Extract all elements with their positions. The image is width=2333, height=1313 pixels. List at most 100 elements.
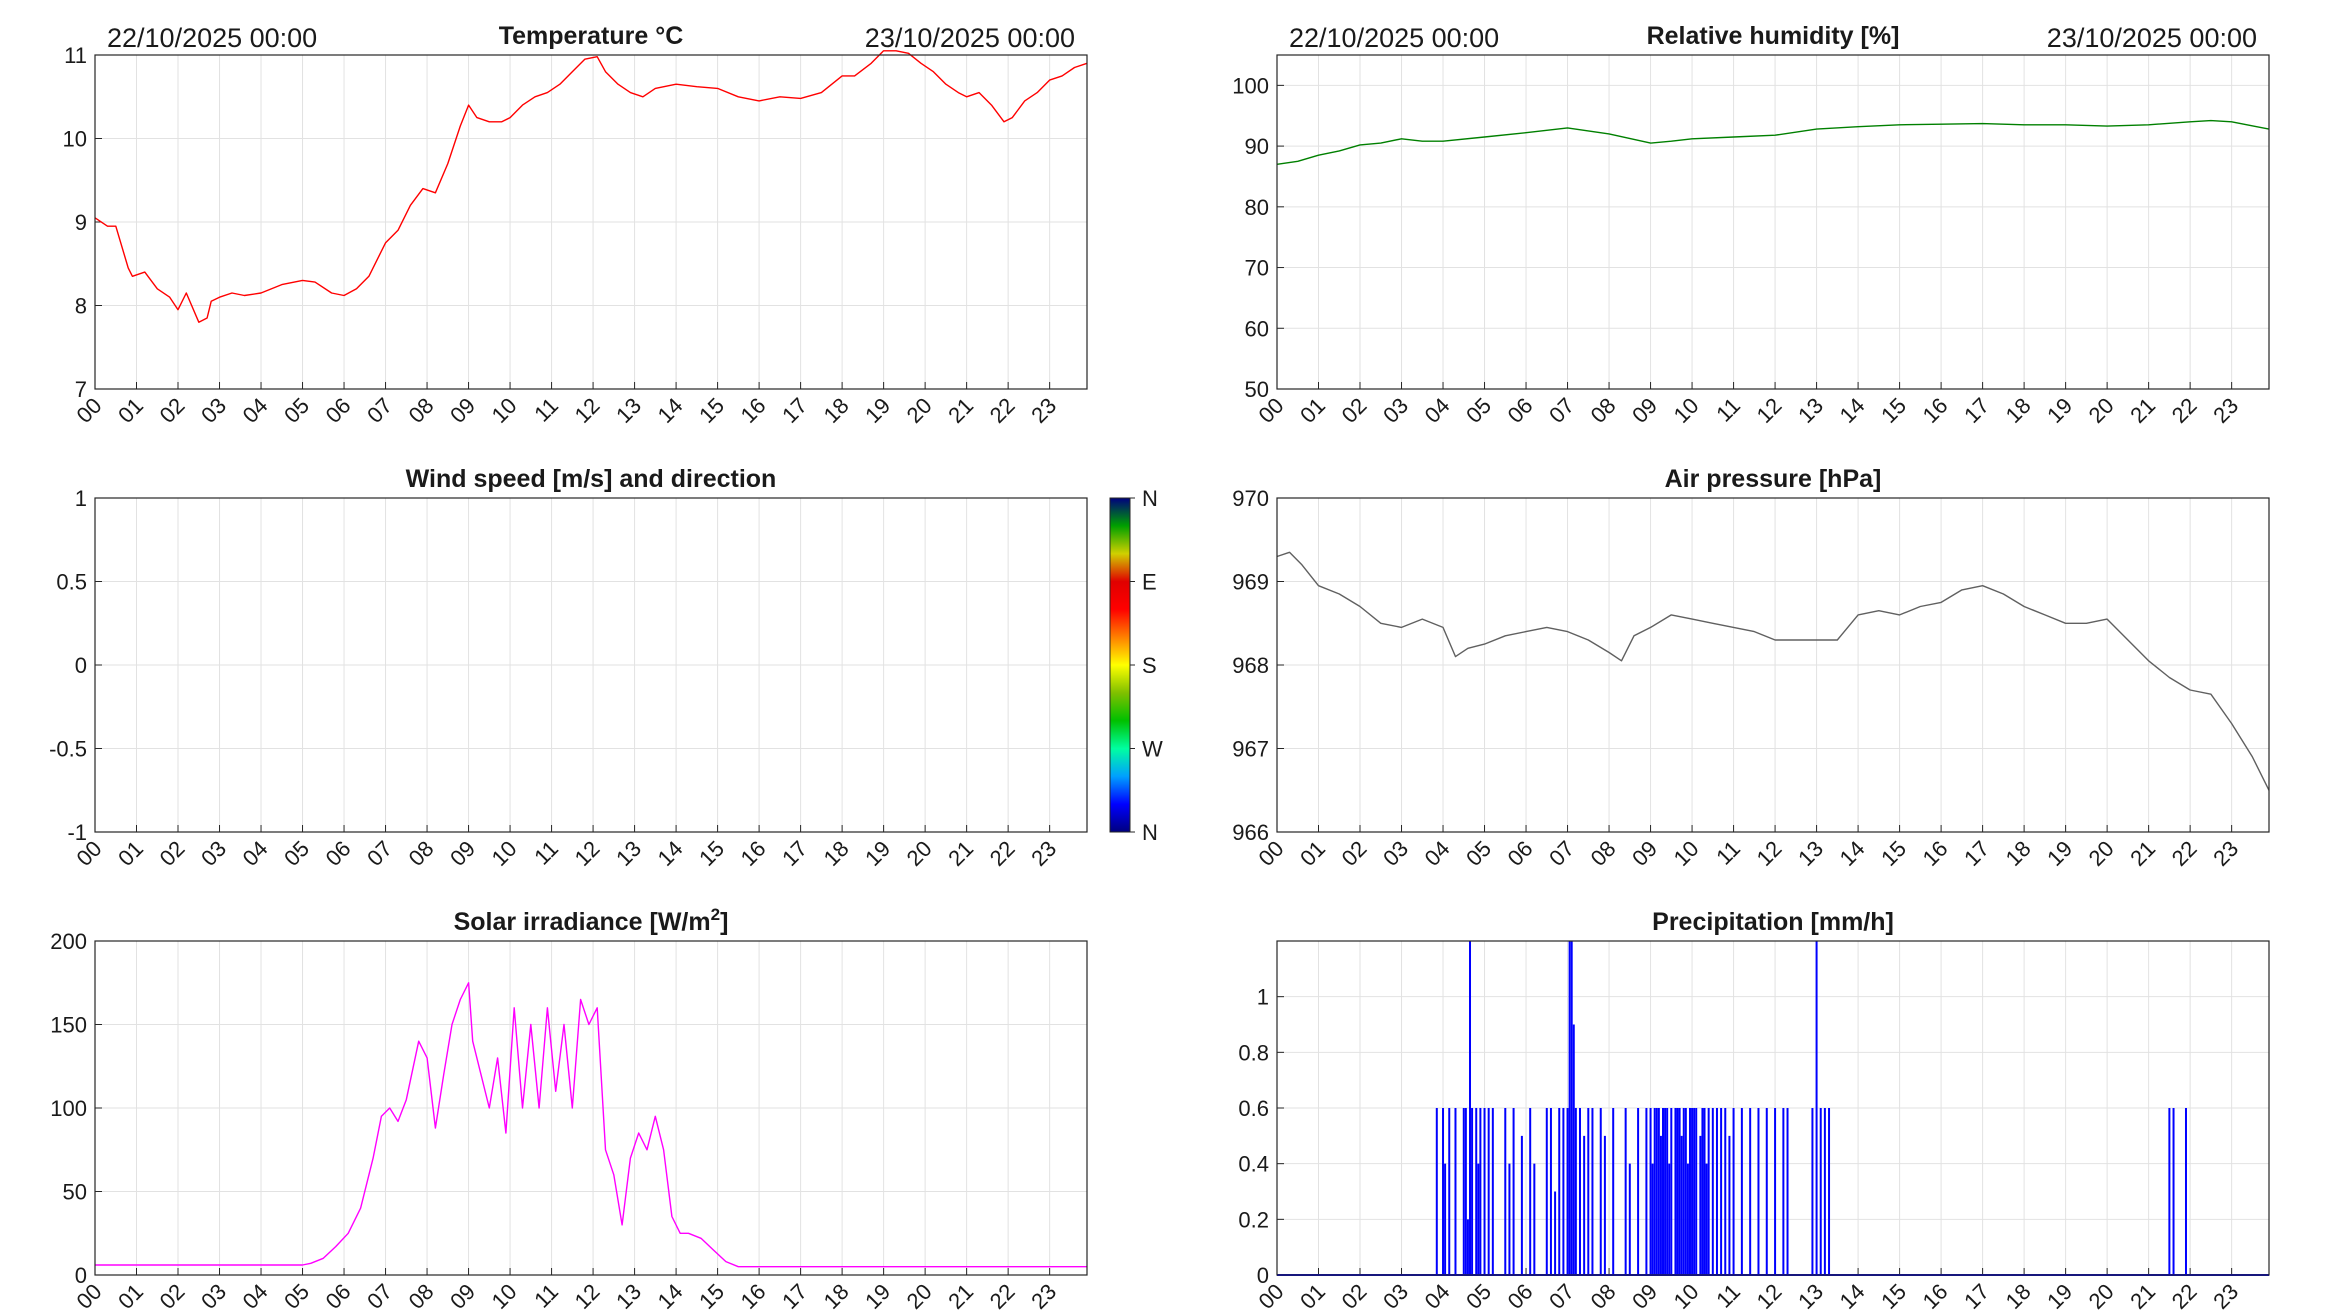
x-tick-label: 18 xyxy=(819,1279,854,1313)
x-tick-label: 18 xyxy=(819,836,854,871)
precipitation-axes-frame xyxy=(1276,940,2270,1276)
x-tick-label: 04 xyxy=(238,393,273,428)
x-tick-label: 07 xyxy=(1544,393,1579,428)
x-tick-label: 17 xyxy=(777,1279,812,1313)
x-tick-label: 16 xyxy=(736,836,771,871)
x-tick-label: 04 xyxy=(1420,393,1455,428)
temperature-date-end: 23/10/2025 00:00 xyxy=(865,23,1075,53)
x-tick-label: 01 xyxy=(113,393,148,428)
x-tick-label: 13 xyxy=(1793,393,1828,428)
x-tick-label: 06 xyxy=(1503,836,1538,871)
x-tick-label: 08 xyxy=(404,836,439,871)
y-tick-label: 90 xyxy=(1245,134,1269,159)
title-end: ] xyxy=(720,908,728,936)
humidity-series-line xyxy=(1276,119,2270,165)
x-tick-label: 16 xyxy=(1918,836,1953,871)
x-tick-label: 11 xyxy=(1711,1279,1745,1313)
x-tick-label: 07 xyxy=(1544,1279,1579,1313)
x-tick-label: 02 xyxy=(1337,836,1372,871)
x-tick-label: 04 xyxy=(238,836,273,871)
x-tick-label: 03 xyxy=(196,836,231,871)
y-tick-label: 0 xyxy=(75,1263,87,1288)
x-tick-label: 11 xyxy=(1711,393,1745,427)
humidity-date-start: 22/10/2025 00:00 xyxy=(1289,23,1499,53)
x-tick-label: 20 xyxy=(2084,1279,2119,1313)
x-tick-label: 06 xyxy=(1503,1279,1538,1313)
x-tick-label: 10 xyxy=(1669,1279,1704,1313)
wind-title: Wind speed [m/s] and direction xyxy=(406,465,777,493)
x-tick-label: 23 xyxy=(2208,1279,2243,1313)
x-tick-label: 14 xyxy=(653,836,688,871)
x-tick-label: 06 xyxy=(321,1279,356,1313)
x-tick-label: 22 xyxy=(2167,1279,2202,1313)
y-tick-label: 970 xyxy=(1232,486,1269,511)
y-tick-label: 50 xyxy=(1245,377,1269,402)
solar-series-line xyxy=(95,982,1087,1268)
y-tick-label: 967 xyxy=(1232,737,1269,762)
x-tick-label: 02 xyxy=(155,393,190,428)
x-tick-label: 11 xyxy=(1711,836,1745,870)
pressure-series-line xyxy=(1276,551,2270,791)
x-tick-label: 10 xyxy=(1669,836,1704,871)
x-tick-label: 22 xyxy=(985,836,1020,871)
x-tick-label: 13 xyxy=(1793,1279,1828,1313)
x-tick-label: 03 xyxy=(1378,836,1413,871)
y-tick-label: 150 xyxy=(50,1013,87,1038)
x-tick-label: 03 xyxy=(196,1279,231,1313)
x-tick-label: 13 xyxy=(611,836,646,871)
temperature-series-line xyxy=(94,50,1088,323)
x-tick-label: 17 xyxy=(1959,393,1994,428)
x-tick-label: 12 xyxy=(1752,393,1787,428)
humidity-title: Relative humidity [%] xyxy=(1647,22,1900,50)
x-tick-label: 12 xyxy=(570,1279,605,1313)
x-tick-label: 08 xyxy=(404,393,439,428)
x-tick-label: 03 xyxy=(1378,393,1413,428)
x-tick-label: 21 xyxy=(943,1279,978,1313)
colorbar-label: N xyxy=(1142,820,1158,845)
x-tick-label: 11 xyxy=(529,836,563,870)
x-tick-label: 05 xyxy=(279,1279,314,1313)
x-tick-label: 19 xyxy=(2042,836,2077,871)
pressure-title: Air pressure [hPa] xyxy=(1665,465,1882,493)
x-tick-label: 19 xyxy=(860,393,895,428)
x-tick-label: 01 xyxy=(1295,393,1330,428)
x-tick-label: 05 xyxy=(1461,393,1496,428)
x-tick-label: 09 xyxy=(445,393,480,428)
humidity-chart: 00 01 02 03 04 05 06 07 08 09 10 11 12 13 14 15 16 17 18 19… xyxy=(1232,22,2270,428)
x-tick-label: 13 xyxy=(611,1279,646,1313)
x-tick-label: 10 xyxy=(487,393,522,428)
x-tick-label: 23 xyxy=(1026,1279,1061,1313)
colorbar-label: N xyxy=(1142,486,1158,511)
y-tick-label: 969 xyxy=(1232,570,1269,595)
x-tick-label: 12 xyxy=(570,393,605,428)
x-tick-label: 20 xyxy=(2084,836,2119,871)
x-tick-label: 20 xyxy=(902,1279,937,1313)
x-tick-label: 22 xyxy=(2167,836,2202,871)
x-tick-label: 07 xyxy=(362,836,397,871)
x-tick-label: 20 xyxy=(2084,393,2119,428)
x-tick-label: 22 xyxy=(2167,393,2202,428)
x-tick-label: 19 xyxy=(860,1279,895,1313)
x-tick-label: 22 xyxy=(985,393,1020,428)
x-tick-label: 07 xyxy=(362,393,397,428)
x-tick-label: 05 xyxy=(279,393,314,428)
x-tick-label: 19 xyxy=(860,836,895,871)
humidity-axes-frame xyxy=(1276,54,2270,390)
y-tick-label: -0.5 xyxy=(49,737,87,762)
pressure-chart: 00 01 02 03 04 05 06 07 08 09 10 11 12 13 14 15 16 17 18 19… xyxy=(1232,465,2270,871)
x-tick-label: 23 xyxy=(2208,393,2243,428)
x-tick-label: 04 xyxy=(1420,1279,1455,1313)
x-tick-label: 01 xyxy=(1295,1279,1330,1313)
wind-axes-frame xyxy=(94,497,1088,833)
x-tick-label: 18 xyxy=(819,393,854,428)
x-tick-label: 14 xyxy=(653,1279,688,1313)
x-tick-label: 01 xyxy=(113,836,148,871)
x-tick-label: 08 xyxy=(1586,1279,1621,1313)
colorbar-label: E xyxy=(1142,570,1157,595)
x-tick-label: 04 xyxy=(1420,836,1455,871)
y-tick-label: 50 xyxy=(63,1180,87,1205)
solar-title: Solar irradiance [W/m2] xyxy=(454,905,729,936)
x-tick-label: 06 xyxy=(1503,393,1538,428)
y-tick-label: 60 xyxy=(1245,316,1269,341)
x-tick-label: 02 xyxy=(155,1279,190,1313)
